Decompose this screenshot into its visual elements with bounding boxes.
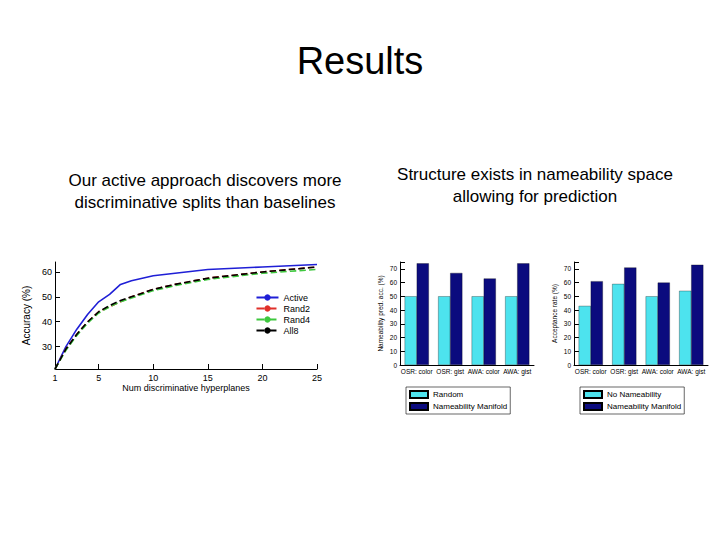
- svg-text:Nameability Manifold: Nameability Manifold: [433, 402, 507, 411]
- svg-text:20: 20: [257, 373, 267, 383]
- svg-text:Rand2: Rand2: [283, 304, 310, 314]
- svg-text:Accuracy (%): Accuracy (%): [21, 286, 32, 345]
- svg-text:AWA: gist: AWA: gist: [503, 368, 531, 376]
- svg-text:25: 25: [312, 373, 322, 383]
- svg-text:Rand4: Rand4: [283, 315, 310, 325]
- svg-text:20: 20: [390, 334, 398, 341]
- svg-text:50: 50: [390, 293, 398, 300]
- svg-text:Nameability Manifold: Nameability Manifold: [607, 402, 681, 411]
- svg-text:50: 50: [564, 293, 572, 300]
- svg-text:5: 5: [96, 373, 101, 383]
- svg-text:70: 70: [564, 265, 572, 272]
- svg-text:30: 30: [390, 320, 398, 327]
- svg-text:AWA: color: AWA: color: [468, 368, 501, 375]
- svg-text:60: 60: [42, 267, 52, 277]
- svg-text:70: 70: [390, 265, 398, 272]
- svg-text:40: 40: [390, 307, 398, 314]
- html-text:Structure exists in nameabilit: Structure exists in nameability space al…: [397, 165, 673, 206]
- svg-text:50: 50: [42, 292, 52, 302]
- svg-text:Num discriminative hyperplanes: Num discriminative hyperplanes: [122, 383, 250, 393]
- svg-text:OSR: gist: OSR: gist: [610, 368, 638, 376]
- svg-text:Random: Random: [433, 390, 464, 399]
- svg-text:Nameability pred. acc. (%): Nameability pred. acc. (%): [377, 275, 385, 351]
- svg-text:0: 0: [393, 362, 397, 369]
- svg-text:All8: All8: [283, 326, 298, 336]
- svg-text:40: 40: [564, 307, 572, 314]
- svg-text:30: 30: [564, 320, 572, 327]
- svg-text:AWA: color: AWA: color: [642, 368, 675, 375]
- svg-text:Acceptance rate (%): Acceptance rate (%): [551, 284, 559, 343]
- svg-text:15: 15: [203, 373, 213, 383]
- svg-text:No Nameability: No Nameability: [607, 390, 661, 399]
- svg-text:60: 60: [564, 279, 572, 286]
- html-text:Results: Results: [296, 40, 424, 82]
- svg-text:40: 40: [42, 317, 52, 327]
- html-text:Our active approach discovers: Our active approach discovers more discr…: [68, 171, 342, 212]
- svg-text:10: 10: [148, 373, 158, 383]
- svg-text:OSR: color: OSR: color: [575, 368, 608, 375]
- svg-text:AWA: gist: AWA: gist: [677, 368, 705, 376]
- svg-text:0: 0: [567, 362, 571, 369]
- svg-text:10: 10: [390, 348, 398, 355]
- svg-text:20: 20: [564, 334, 572, 341]
- svg-text:10: 10: [564, 348, 572, 355]
- svg-text:1: 1: [52, 373, 57, 383]
- svg-text:30: 30: [42, 342, 52, 352]
- svg-text:Active: Active: [283, 293, 308, 303]
- svg-text:OSR: gist: OSR: gist: [436, 368, 464, 376]
- svg-text:60: 60: [390, 279, 398, 286]
- svg-text:OSR: color: OSR: color: [401, 368, 434, 375]
